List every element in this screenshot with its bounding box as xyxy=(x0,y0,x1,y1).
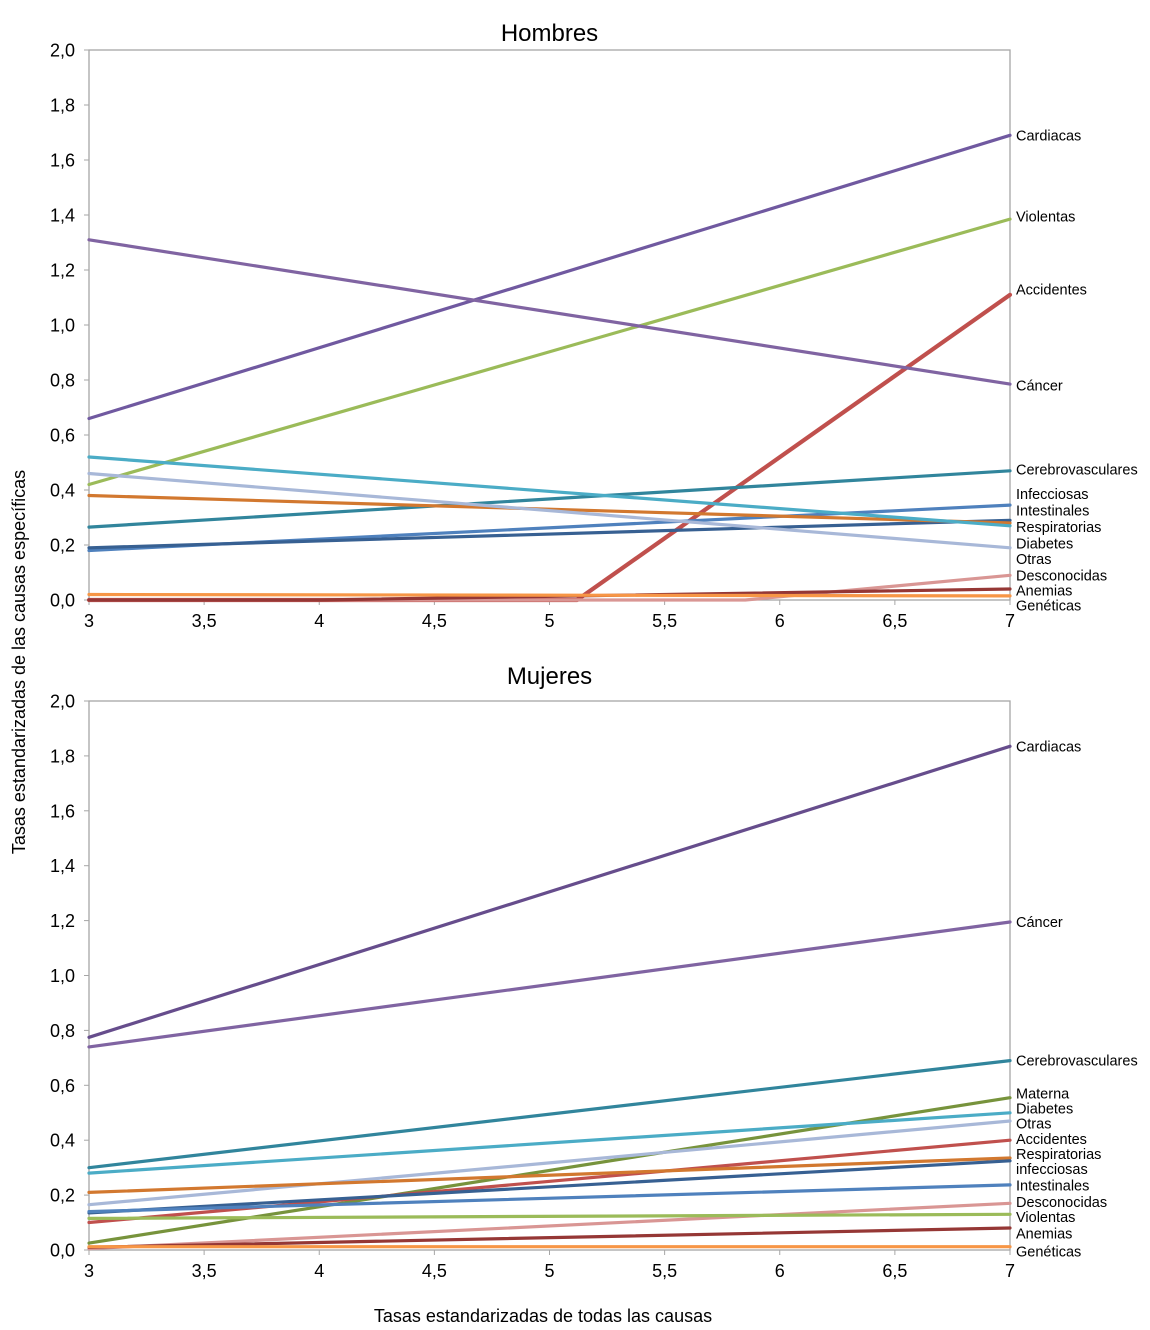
series-line-otras xyxy=(87,1119,1012,1207)
x-tick-label: 4,5 xyxy=(422,1261,447,1281)
series-end-label: Anemias xyxy=(1016,583,1072,599)
series-line-anemias xyxy=(87,1226,1012,1249)
series-line-accidentes xyxy=(86,292,1013,603)
y-tick-label: 1,4 xyxy=(50,856,75,876)
y-tick-label: 2,0 xyxy=(50,692,75,712)
series-end-label: Diabetes xyxy=(1016,1102,1073,1118)
y-tick-label: 0,0 xyxy=(50,591,75,611)
x-tick-label: 6,5 xyxy=(882,611,907,631)
panel-title: Hombres xyxy=(501,20,598,47)
x-tick-label: 6 xyxy=(775,611,785,631)
x-tick-label: 7 xyxy=(1005,1261,1015,1281)
y-tick-label: 0,8 xyxy=(50,371,75,391)
x-tick-label: 5 xyxy=(544,1261,554,1281)
series-end-label: Violentas xyxy=(1016,209,1075,225)
x-tick-label: 3 xyxy=(84,1261,94,1281)
series-end-label: Accidentes xyxy=(1016,282,1087,298)
series-line-diabetes xyxy=(87,455,1012,528)
y-tick-label: 2,0 xyxy=(50,41,75,61)
series-line-violentas xyxy=(87,217,1012,487)
series-line-geneticas xyxy=(87,592,1012,598)
y-tick-label: 1,2 xyxy=(50,911,75,931)
y-tick-label: 0,4 xyxy=(50,1131,75,1151)
x-tick-label: 4 xyxy=(314,611,324,631)
series-end-label: Intestinales xyxy=(1016,504,1089,520)
x-tick-label: 6,5 xyxy=(882,1261,907,1281)
series-line-desconocidas xyxy=(87,1201,1012,1251)
y-tick-label: 0,0 xyxy=(50,1241,75,1261)
series-end-label: Diabetes xyxy=(1016,537,1073,553)
series-line-intestinales xyxy=(87,1183,1012,1214)
y-tick-label: 1,0 xyxy=(50,316,75,336)
series-line-violentas xyxy=(87,1212,1012,1221)
x-tick-label: 7 xyxy=(1005,611,1015,631)
series-end-label: Cerebrovasculares xyxy=(1016,462,1138,478)
series-line-cerebrovasculares xyxy=(87,1058,1012,1170)
series-end-label: Desconocidas xyxy=(1016,1195,1107,1211)
y-tick-label: 0,2 xyxy=(50,1186,75,1206)
x-tick-label: 6 xyxy=(775,1261,785,1281)
x-tick-label: 5,5 xyxy=(652,1261,677,1281)
y-axis-label: Tasas estandarizadas de las causas espec… xyxy=(9,470,29,854)
series-end-label: Genéticas xyxy=(1016,599,1081,615)
panel-title: Mujeres xyxy=(507,663,592,690)
series-end-label: infecciosas xyxy=(1016,1162,1088,1178)
y-tick-label: 0,6 xyxy=(50,1076,75,1096)
y-tick-label: 1,4 xyxy=(50,206,75,226)
y-tick-label: 1,8 xyxy=(50,746,75,766)
y-tick-label: 0,6 xyxy=(50,426,75,446)
series-end-label: Materna xyxy=(1016,1087,1070,1103)
series-line-diabetes xyxy=(87,1111,1012,1175)
x-axis-label: Tasas estandarizadas de todas las causas xyxy=(374,1306,712,1326)
series-end-label: Cáncer xyxy=(1016,379,1063,395)
series-end-label: Violentas xyxy=(1016,1210,1075,1226)
series-end-label: Cardiacas xyxy=(1016,128,1081,144)
panel-mujeres: Mujeres 0,0 0,2 0,4 0,6 0,8 1,0 1,2 1,4 1,6 1,8 2,0… xyxy=(50,663,1138,1281)
series-end-label: Respiratorias xyxy=(1016,520,1101,536)
series-line-cardiacas xyxy=(87,133,1012,421)
series-end-label: Otras xyxy=(1016,1117,1051,1133)
series-line-accidentes xyxy=(87,1138,1012,1225)
x-tick-label: 5 xyxy=(544,611,554,631)
series-line-cancer xyxy=(87,920,1012,1049)
y-tick-label: 0,4 xyxy=(50,481,75,501)
y-tick-label: 0,2 xyxy=(50,536,75,556)
series-end-label: Cardiacas xyxy=(1016,739,1081,755)
series-line-respiratorias xyxy=(87,1156,1012,1195)
panel-hombres: Hombres 0,0 0,2 0,4 0,6 0,8 1,0 1,2 1,4 1,6 1,8 2,0… xyxy=(50,20,1138,631)
x-tick-label: 3,5 xyxy=(192,1261,217,1281)
y-tick-label: 1,2 xyxy=(50,261,75,281)
y-tick-label: 1,6 xyxy=(50,801,75,821)
series-line-otras xyxy=(87,471,1012,550)
series-end-label: Intestinales xyxy=(1016,1178,1089,1194)
x-tick-label: 4 xyxy=(314,1261,324,1281)
series-line-cerebrovasculares xyxy=(87,469,1012,529)
series-end-label: Cáncer xyxy=(1016,915,1063,931)
series-end-label: Genéticas xyxy=(1016,1244,1081,1260)
series-end-label: Anemias xyxy=(1016,1227,1072,1243)
x-tick-label: 3,5 xyxy=(192,611,217,631)
series-end-label: Accidentes xyxy=(1016,1132,1087,1148)
series-end-label: Cerebrovasculares xyxy=(1016,1054,1138,1070)
series-line-anemias xyxy=(87,587,1012,602)
series-line-infecciosas xyxy=(87,1159,1012,1215)
series-line-materna xyxy=(87,1096,1012,1245)
series-line-cancer xyxy=(87,238,1012,386)
x-tick-label: 5,5 xyxy=(652,611,677,631)
x-tick-label: 3 xyxy=(84,611,94,631)
y-tick-label: 1,6 xyxy=(50,151,75,171)
series-end-label: Otras xyxy=(1016,552,1051,568)
y-tick-label: 1,0 xyxy=(50,966,75,986)
series-end-label: Respiratorias xyxy=(1016,1147,1101,1163)
series-line-cardiacas xyxy=(87,744,1012,1039)
series-end-label: Infecciosas xyxy=(1016,487,1089,503)
series-end-label: Desconocidas xyxy=(1016,568,1107,584)
series-line-intestinales xyxy=(87,518,1012,550)
x-tick-label: 4,5 xyxy=(422,611,447,631)
y-tick-label: 0,8 xyxy=(50,1021,75,1041)
y-tick-label: 1,8 xyxy=(50,96,75,116)
